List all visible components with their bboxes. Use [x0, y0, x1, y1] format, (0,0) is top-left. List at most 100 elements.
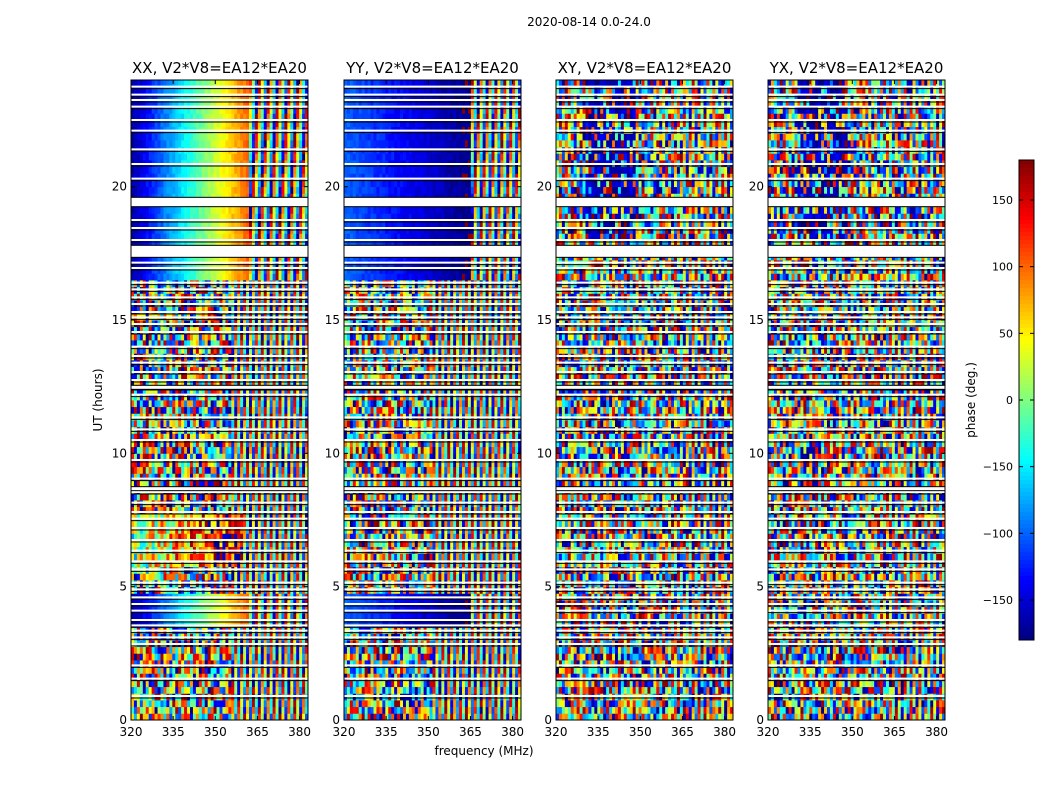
colorbar-segment: [1019, 404, 1034, 409]
data-gap: [767, 196, 946, 208]
colorbar-segment: [1019, 420, 1034, 425]
data-gap: [130, 384, 309, 390]
colorbar-segment: [1019, 636, 1034, 641]
x-tick-label: 350: [417, 725, 440, 739]
colorbar-segment: [1019, 216, 1034, 221]
colorbar-tick-label: −150: [983, 461, 1013, 474]
colorbar-segment: [1019, 332, 1034, 337]
colorbar-segment: [1019, 524, 1034, 529]
panel-title: YY, V2*V8=EA12*EA20: [345, 59, 519, 77]
colorbar-segment: [1019, 548, 1034, 553]
colorbar-segment: [1019, 316, 1034, 321]
colorbar-segment: [1019, 372, 1034, 377]
y-tick-label: 20: [749, 180, 764, 194]
colorbar-segment: [1019, 368, 1034, 373]
colorbar-segment: [1019, 248, 1034, 253]
data-gap: [555, 244, 734, 258]
x-tick-label: 350: [841, 725, 864, 739]
y-tick-label: 15: [749, 313, 764, 327]
panel-yx: YX, V2*V8=EA12*EA20 320 335 350 365 380 0 5 10 15…: [749, 59, 948, 739]
data-gap: [555, 196, 734, 208]
y-tick-label: 0: [756, 713, 764, 727]
colorbar-segment: [1019, 528, 1034, 533]
data-gap: [130, 244, 309, 258]
colorbar-segment: [1019, 512, 1034, 517]
data-gap: [343, 196, 522, 208]
x-tick-label: 335: [375, 725, 398, 739]
colorbar-segment: [1019, 616, 1034, 621]
y-tick-label: 20: [112, 180, 127, 194]
panels: XX, V2*V8=EA12*EA20 320 335 350 365 380 0 5 10 15…: [112, 59, 948, 739]
colorbar-segment: [1019, 360, 1034, 365]
colorbar-segment: [1019, 212, 1034, 217]
x-tick-label: 350: [204, 725, 227, 739]
colorbar-segment: [1019, 284, 1034, 289]
colorbar-segment: [1019, 196, 1034, 201]
x-tick-label: 335: [587, 725, 610, 739]
colorbar-segment: [1019, 464, 1034, 469]
colorbar-segment: [1019, 516, 1034, 521]
colorbar-segment: [1019, 228, 1034, 233]
x-tick-label: 335: [799, 725, 822, 739]
y-axis-label: UT (hours): [91, 368, 105, 431]
colorbar-segment: [1019, 416, 1034, 421]
colorbar: 150 100 50 0 −150 −100 −150: [983, 159, 1035, 641]
data-gap: [555, 384, 734, 390]
colorbar-segment: [1019, 456, 1034, 461]
colorbar-segment: [1019, 400, 1034, 405]
colorbar-segment: [1019, 440, 1034, 445]
colorbar-segment: [1019, 556, 1034, 561]
colorbar-segment: [1019, 356, 1034, 361]
colorbar-segment: [1019, 304, 1034, 309]
colorbar-segment: [1019, 288, 1034, 293]
figure-title: 2020-08-14 0.0-24.0: [527, 15, 651, 29]
colorbar-segment: [1019, 444, 1034, 449]
data-gap: [555, 486, 734, 492]
colorbar-segment: [1019, 552, 1034, 557]
colorbar-segment: [1019, 300, 1034, 305]
colorbar-segment: [1019, 344, 1034, 349]
x-tick-label: 380: [501, 725, 524, 739]
colorbar-segment: [1019, 624, 1034, 629]
colorbar-segment: [1019, 596, 1034, 601]
data-gap: [767, 244, 946, 258]
colorbar-segment: [1019, 424, 1034, 429]
colorbar-segment: [1019, 352, 1034, 357]
colorbar-segment: [1019, 160, 1034, 165]
colorbar-segment: [1019, 244, 1034, 249]
colorbar-segment: [1019, 232, 1034, 237]
colorbar-segment: [1019, 544, 1034, 549]
colorbar-segment: [1019, 308, 1034, 313]
colorbar-segment: [1019, 364, 1034, 369]
colorbar-segment: [1019, 496, 1034, 501]
colorbar-segment: [1019, 592, 1034, 597]
colorbar-segment: [1019, 384, 1034, 389]
y-tick-label: 20: [325, 180, 340, 194]
y-tick-label: 15: [537, 313, 552, 327]
colorbar-segment: [1019, 164, 1034, 169]
x-tick-label: 365: [459, 725, 482, 739]
colorbar-segment: [1019, 608, 1034, 613]
data-gap: [343, 384, 522, 390]
x-tick-label: 320: [120, 725, 143, 739]
y-tick-label: 5: [756, 580, 764, 594]
colorbar-segment: [1019, 208, 1034, 213]
colorbar-segment: [1019, 408, 1034, 413]
colorbar-segment: [1019, 472, 1034, 477]
data-gap: [130, 196, 309, 208]
y-tick-label: 10: [112, 446, 127, 460]
colorbar-segment: [1019, 536, 1034, 541]
panel-title: XX, V2*V8=EA12*EA20: [132, 59, 307, 77]
colorbar-segment: [1019, 296, 1034, 301]
colorbar-segment: [1019, 188, 1034, 193]
colorbar-segment: [1019, 192, 1034, 197]
colorbar-segment: [1019, 324, 1034, 329]
panel-title: XY, V2*V8=EA12*EA20: [558, 59, 732, 77]
colorbar-segment: [1019, 256, 1034, 261]
colorbar-segment: [1019, 572, 1034, 577]
colorbar-segment: [1019, 252, 1034, 257]
y-tick-label: 0: [332, 713, 340, 727]
colorbar-segment: [1019, 504, 1034, 509]
colorbar-segment: [1019, 340, 1034, 345]
